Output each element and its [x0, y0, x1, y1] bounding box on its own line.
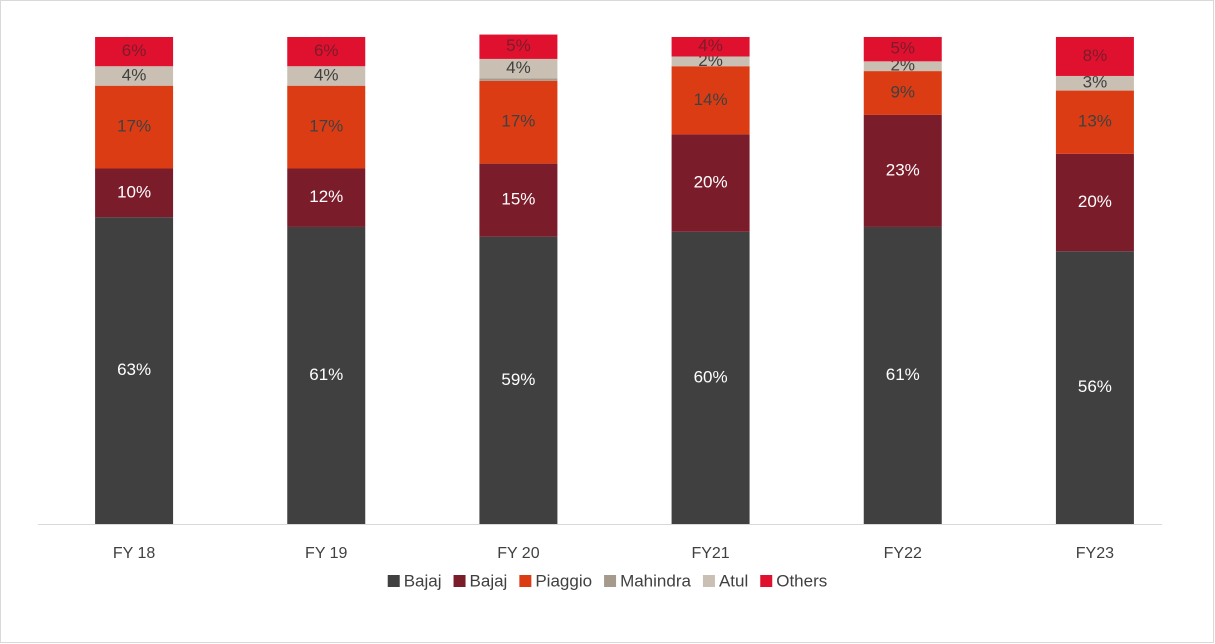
data-label: 8%	[1083, 46, 1108, 65]
bar-segment	[287, 66, 366, 86]
data-label: 61%	[886, 365, 920, 384]
x-tick-label: FY 19	[305, 545, 348, 562]
legend-label: Mahindra	[620, 571, 691, 590]
data-label: 12%	[309, 187, 343, 206]
data-label: 61%	[309, 365, 343, 384]
bar-segment	[287, 85, 366, 169]
legend-label: Bajaj	[470, 571, 508, 590]
bar-segment	[1055, 90, 1134, 154]
legend-swatch	[760, 575, 773, 587]
bar-segment	[671, 66, 750, 135]
bar-segment	[95, 217, 174, 524]
bar-segment	[863, 226, 942, 524]
legend-label: Piaggio	[535, 571, 592, 590]
data-label: 9%	[890, 82, 915, 101]
bar-segment	[479, 80, 558, 164]
bar-segment	[863, 61, 942, 72]
x-tick-label: FY22	[884, 545, 922, 562]
bar-segment	[1055, 75, 1134, 91]
bar-segment	[479, 78, 558, 81]
legend-label: Bajaj	[404, 571, 442, 590]
data-label: 17%	[309, 117, 343, 136]
data-label: 60%	[694, 367, 728, 386]
bar-segment	[95, 168, 174, 218]
bar-segment	[863, 37, 942, 62]
legend-label: Others	[776, 571, 827, 590]
data-label: 23%	[886, 160, 920, 179]
data-label: 20%	[1078, 192, 1112, 211]
x-tick-label: FY 20	[497, 545, 540, 562]
bar-segment	[287, 226, 366, 524]
bar-segment	[479, 163, 558, 237]
x-tick-label: FY23	[1076, 545, 1114, 562]
data-label: 5%	[506, 36, 531, 55]
data-label: 13%	[1078, 112, 1112, 131]
data-label: 4%	[314, 65, 339, 84]
x-tick-label: FY 18	[113, 545, 156, 562]
bar-segment	[863, 114, 942, 227]
bar-segment	[479, 236, 558, 525]
data-label: 4%	[506, 58, 531, 77]
bar-segment	[95, 37, 174, 67]
data-label: 59%	[501, 370, 535, 389]
data-label: 56%	[1078, 377, 1112, 396]
data-label: 4%	[698, 36, 723, 55]
data-label: 10%	[117, 182, 151, 201]
legend-swatch	[604, 575, 617, 587]
bar-segment	[671, 134, 750, 232]
bar-segment	[479, 58, 558, 79]
bar-segment	[95, 85, 174, 169]
bar-segment	[863, 71, 942, 115]
bar-segment	[479, 34, 558, 59]
data-label: 5%	[890, 39, 915, 58]
bar-segment	[287, 168, 366, 227]
bar-segment	[671, 37, 750, 57]
legend-label: Atul	[719, 571, 748, 590]
bar-segment	[95, 66, 174, 86]
legend-swatch	[453, 575, 466, 587]
data-label: 63%	[117, 360, 151, 379]
data-label: 17%	[117, 117, 151, 136]
x-tick-label: FY21	[691, 545, 729, 562]
data-label: 6%	[314, 41, 339, 60]
data-label: 4%	[122, 65, 147, 84]
bar-segment	[1055, 251, 1134, 524]
legend-swatch	[387, 575, 400, 587]
bar-segment	[1055, 37, 1134, 76]
bar-segment	[671, 56, 750, 67]
bar-segment	[1055, 153, 1134, 252]
bar-segment	[287, 37, 366, 67]
data-label: 14%	[694, 90, 728, 109]
data-label: 17%	[501, 112, 535, 131]
data-label: 3%	[1083, 73, 1108, 92]
legend-swatch	[702, 575, 715, 587]
legend-swatch	[519, 575, 532, 587]
bar-segment	[671, 231, 750, 525]
data-label: 20%	[694, 173, 728, 192]
data-label: 15%	[501, 190, 535, 209]
data-label: 6%	[122, 41, 147, 60]
